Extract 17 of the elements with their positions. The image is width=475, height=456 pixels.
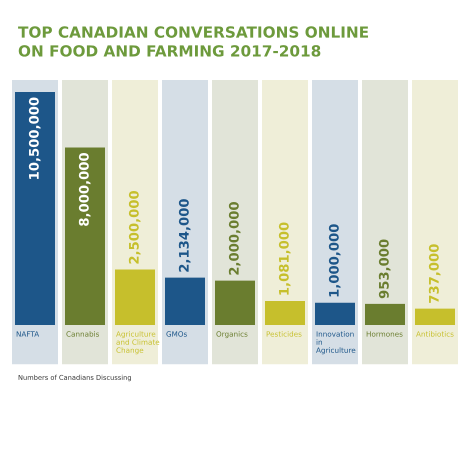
- data-label: 2,000,000: [228, 202, 241, 275]
- chart-title: TOP CANADIAN CONVERSATIONS ONLINE ON FOOD AND FARMING 2017-2018: [18, 26, 368, 57]
- bar: [365, 304, 405, 325]
- bar: [215, 280, 255, 325]
- data-label: 953,000: [378, 239, 391, 298]
- bar: [265, 301, 305, 325]
- data-label: 8,000,000: [78, 153, 91, 226]
- bar: [165, 278, 205, 325]
- data-label: 2,134,000: [178, 199, 191, 272]
- bar: [315, 302, 355, 325]
- bar: [115, 270, 155, 325]
- data-label: 10,500,000: [28, 98, 41, 179]
- bar: [415, 308, 455, 325]
- data-label: 1,000,000: [328, 224, 341, 296]
- data-label: 1,081,000: [278, 222, 291, 295]
- data-label: 2,500,000: [128, 190, 141, 264]
- data-label: 737,000: [428, 244, 441, 303]
